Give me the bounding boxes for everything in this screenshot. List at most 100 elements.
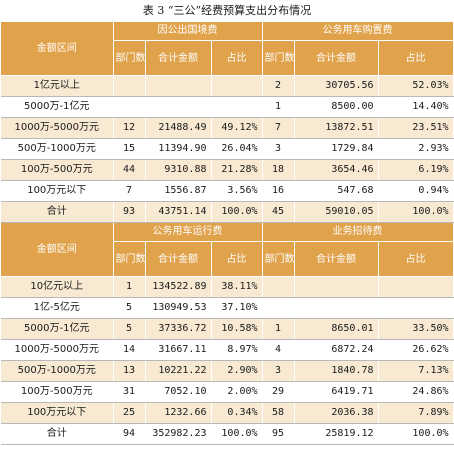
cell-ratio: 2.90% — [211, 360, 263, 382]
row-range-label: 合计 — [1, 201, 114, 223]
cell-ratio: 0.34% — [211, 402, 263, 424]
cell-amount — [145, 75, 212, 97]
cell-amount: 547.68 — [294, 180, 379, 202]
cell-ratio: 52.03% — [378, 75, 454, 97]
cell-dept-count: 4 — [262, 339, 295, 361]
cell-ratio: 0.94% — [378, 180, 454, 202]
cell-amount: 3654.46 — [294, 159, 379, 181]
cell-dept-count: 1 — [262, 318, 295, 340]
table-row: 10亿元以上 1 134522.89 38.11% — [1, 276, 454, 298]
table-row: 1亿元以上 2 30705.56 52.03% — [1, 75, 454, 97]
row-range-label: 100万-500万元 — [1, 381, 114, 403]
cell-dept-count: 5 — [113, 318, 146, 340]
row-range-label: 1亿元以上 — [1, 75, 114, 97]
table-row: 500万-1000万元 15 11394.90 26.04% 3 1729.84 2.93% — [1, 138, 454, 160]
header-total: 合计金额 — [294, 40, 379, 76]
cell-ratio — [211, 96, 263, 118]
header-dept-count: 部门数量 — [113, 241, 146, 277]
cell-ratio: 100.0% — [211, 201, 263, 223]
cell-dept-count: 45 — [262, 201, 295, 223]
cell-ratio: 100.0% — [211, 423, 263, 445]
cell-dept-count: 12 — [113, 117, 146, 139]
table-row: 5000万-1亿元 1 8500.00 14.40% — [1, 96, 454, 118]
cell-amount — [294, 297, 379, 319]
row-range-label: 1亿-5亿元 — [1, 297, 114, 319]
budget-table: 金额区间 因公出国境费 公务用车购置费 部门数量 合计金额 占比 部门数量 合计… — [1, 22, 454, 445]
cell-amount: 8650.01 — [294, 318, 379, 340]
cell-ratio: 14.40% — [378, 96, 454, 118]
cell-ratio: 49.12% — [211, 117, 263, 139]
cell-dept-count: 31 — [113, 381, 146, 403]
table-row: 100万元以下 25 1232.66 0.34% 58 2036.38 7.89% — [1, 402, 454, 424]
row-range-label: 100万-500万元 — [1, 159, 114, 181]
cell-ratio: 7.13% — [378, 360, 454, 382]
cell-amount: 2036.38 — [294, 402, 379, 424]
cell-dept-count: 2 — [262, 75, 295, 97]
row-range-label: 100万元以下 — [1, 402, 114, 424]
cell-dept-count: 93 — [113, 201, 146, 223]
cell-dept-count: 25 — [113, 402, 146, 424]
cell-dept-count: 14 — [113, 339, 146, 361]
cell-dept-count: 5 — [113, 297, 146, 319]
cell-dept-count: 1 — [262, 96, 295, 118]
header-dept-count: 部门数量 — [262, 40, 295, 76]
cell-dept-count — [113, 96, 146, 118]
cell-ratio: 2.00% — [211, 381, 263, 403]
header-dept-count: 部门数量 — [113, 40, 146, 76]
cell-amount: 13872.51 — [294, 117, 379, 139]
cell-amount: 7052.10 — [145, 381, 212, 403]
cell-ratio: 8.97% — [211, 339, 263, 361]
cell-ratio: 10.58% — [211, 318, 263, 340]
cell-amount: 130949.53 — [145, 297, 212, 319]
row-range-label: 1000万-5000万元 — [1, 339, 114, 361]
header-dept-count: 部门数量 — [262, 241, 295, 277]
cell-dept-count — [113, 75, 146, 97]
cell-amount: 352982.23 — [145, 423, 212, 445]
cell-amount: 134522.89 — [145, 276, 212, 298]
cell-ratio: 7.89% — [378, 402, 454, 424]
cell-amount: 11394.90 — [145, 138, 212, 160]
cell-ratio: 100.0% — [378, 423, 454, 445]
row-range-label: 5000万-1亿元 — [1, 318, 114, 340]
cell-amount: 8500.00 — [294, 96, 379, 118]
cell-dept-count: 7 — [113, 180, 146, 202]
row-range-label: 500万-1000万元 — [1, 138, 114, 160]
table-row: 1000万-5000万元 14 31667.11 8.97% 4 6872.24 26.62… — [1, 339, 454, 361]
cell-dept-count: 44 — [113, 159, 146, 181]
row-range-label: 100万元以下 — [1, 180, 114, 202]
cell-dept-count: 7 — [262, 117, 295, 139]
cell-ratio — [378, 276, 454, 298]
header-range: 金额区间 — [1, 22, 114, 76]
cell-ratio: 26.62% — [378, 339, 454, 361]
table-row: 1000万-5000万元 12 21488.49 49.12% 7 13872.51 23.… — [1, 117, 454, 139]
cell-amount: 6872.24 — [294, 339, 379, 361]
cell-ratio — [378, 297, 454, 319]
table-row: 1亿-5亿元 5 130949.53 37.10% — [1, 297, 454, 319]
cell-dept-count: 13 — [113, 360, 146, 382]
cell-amount: 9310.88 — [145, 159, 212, 181]
table-row: 合计 93 43751.14 100.0% 45 59010.05 100.0% — [1, 201, 454, 223]
cell-amount: 1556.87 — [145, 180, 212, 202]
table-row: 500万-1000万元 13 10221.22 2.90% 3 1840.78 7.13% — [1, 360, 454, 382]
cell-ratio: 23.51% — [378, 117, 454, 139]
cell-ratio: 21.28% — [211, 159, 263, 181]
cell-ratio: 3.56% — [211, 180, 263, 202]
cell-dept-count: 29 — [262, 381, 295, 403]
table-section-2: 金额区间 公务用车运行费 业务招待费 部门数量 合计金额 占比 部门数量 合计金… — [1, 222, 454, 445]
cell-amount: 43751.14 — [145, 201, 212, 223]
header-ratio: 占比 — [378, 241, 454, 277]
cell-dept-count — [262, 297, 295, 319]
cell-amount: 30705.56 — [294, 75, 379, 97]
cell-dept-count: 1 — [113, 276, 146, 298]
cell-dept-count: 3 — [262, 138, 295, 160]
table-section-1: 金额区间 因公出国境费 公务用车购置费 部门数量 合计金额 占比 部门数量 合计… — [1, 22, 454, 223]
cell-amount: 6419.71 — [294, 381, 379, 403]
table-row: 100万-500万元 31 7052.10 2.00% 29 6419.71 24.86% — [1, 381, 454, 403]
table-row: 合计 94 352982.23 100.0% 95 25819.12 100.0% — [1, 423, 454, 445]
cell-ratio: 2.93% — [378, 138, 454, 160]
header-group-vehicle-operation: 公务用车运行费 — [113, 222, 263, 242]
cell-dept-count: 58 — [262, 402, 295, 424]
cell-ratio: 24.86% — [378, 381, 454, 403]
cell-amount: 59010.05 — [294, 201, 379, 223]
cell-ratio: 33.50% — [378, 318, 454, 340]
